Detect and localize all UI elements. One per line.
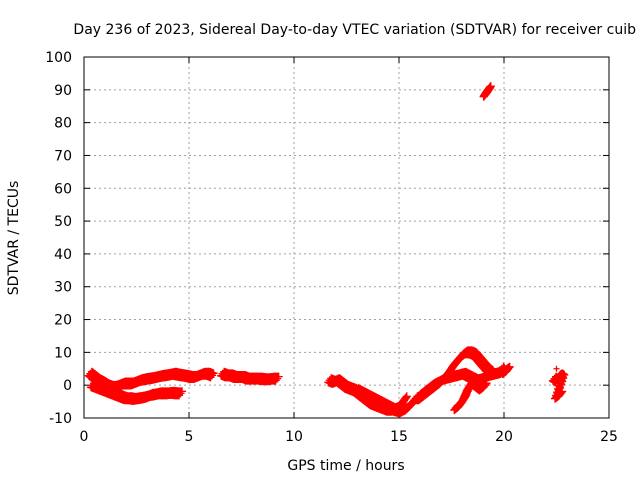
data-point — [479, 379, 491, 392]
y-axis-label: SDTVAR / TECUs — [6, 181, 22, 296]
data-point — [553, 365, 560, 372]
y-tick-label: -10 — [49, 411, 72, 427]
y-tick-label: 60 — [54, 181, 72, 197]
series-track-f — [410, 346, 497, 405]
y-tick-label: 80 — [54, 116, 72, 132]
x-tick-label: 15 — [390, 429, 408, 445]
data-point — [206, 369, 218, 382]
axis-ticks: -10 0 10 20 30 40 50 60 70 80 90 100 0 5 10 15 20 25 — [45, 50, 618, 445]
y-tick-label: 0 — [63, 378, 72, 394]
y-tick-label: 100 — [45, 50, 72, 66]
y-tick-label: 20 — [54, 313, 72, 329]
data-point — [502, 362, 514, 375]
data-point — [555, 387, 567, 400]
x-tick-label: 25 — [600, 429, 618, 445]
series-track-h — [496, 362, 514, 379]
y-tick-label: 10 — [54, 345, 72, 361]
x-axis-label: GPS time / hours — [287, 458, 404, 474]
data-point — [485, 366, 497, 379]
grid-lines — [84, 57, 609, 418]
series-track-i — [479, 82, 495, 101]
series-track-g — [450, 375, 491, 415]
x-tick-label: 20 — [495, 429, 513, 445]
y-tick-label: 50 — [54, 214, 72, 230]
x-tick-label: 5 — [185, 429, 194, 445]
x-tick-label: 10 — [285, 429, 303, 445]
y-tick-label: 40 — [54, 247, 72, 263]
data-point — [399, 392, 411, 405]
chart-title: Day 236 of 2023, Sidereal Day-to-day VTE… — [73, 22, 636, 38]
series-track-j — [548, 369, 569, 403]
x-tick-label: 0 — [80, 429, 89, 445]
data-point — [175, 387, 187, 400]
data-point — [483, 82, 495, 95]
data-point — [271, 372, 283, 385]
data-points — [84, 82, 569, 418]
series-track-b — [86, 379, 187, 405]
series-outlier — [553, 365, 560, 372]
y-tick-label: 90 — [54, 83, 72, 99]
y-tick-label: 30 — [54, 280, 72, 296]
plot-frame — [83, 56, 610, 419]
series-track-c — [217, 367, 283, 386]
y-tick-label: 70 — [54, 148, 72, 164]
